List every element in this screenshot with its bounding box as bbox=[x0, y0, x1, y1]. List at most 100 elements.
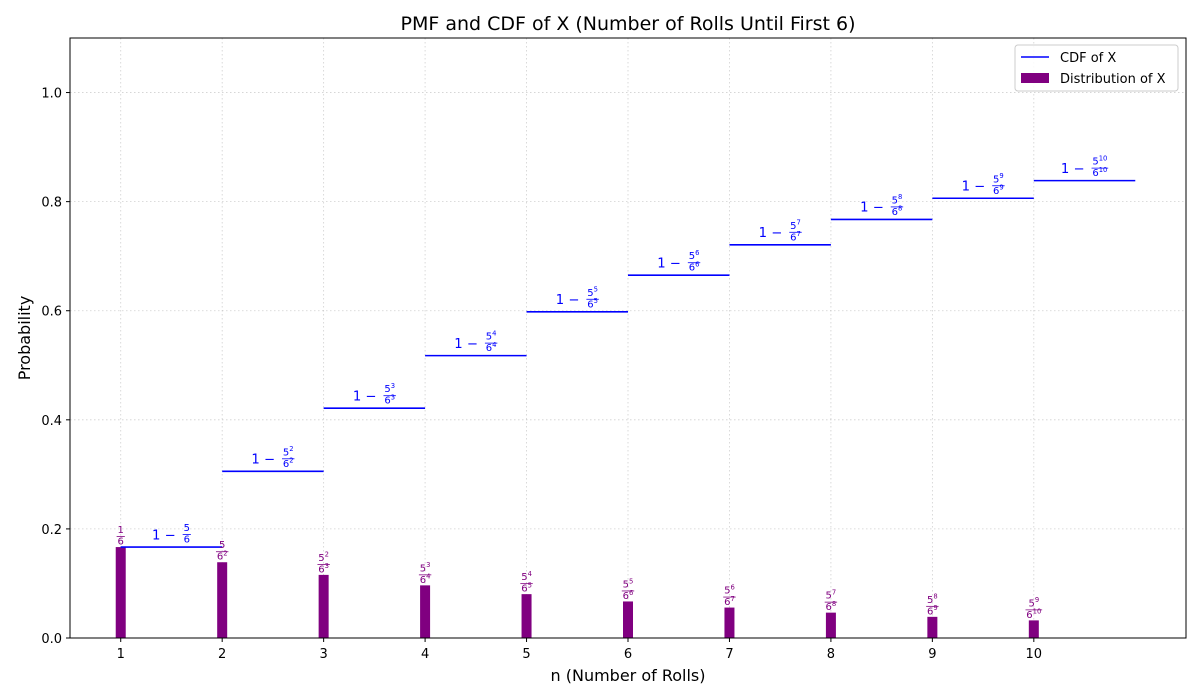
fraction-base: 5 bbox=[623, 579, 629, 590]
fraction-prefix: 1 − bbox=[657, 256, 681, 271]
y-tick-label: 0.8 bbox=[41, 196, 62, 211]
pmf-bar bbox=[521, 594, 532, 638]
fraction-part: 59 bbox=[1028, 596, 1039, 609]
fraction-exponent: 9 bbox=[999, 184, 1003, 192]
pmf-bar bbox=[217, 562, 228, 638]
fraction-exponent: 4 bbox=[492, 329, 496, 337]
fraction-base: 1 bbox=[118, 525, 124, 536]
fraction-exponent: 9 bbox=[933, 604, 937, 612]
fraction-prefix: 1 − bbox=[860, 201, 884, 216]
fraction-exponent: 3 bbox=[325, 562, 329, 570]
fraction-exponent: 6 bbox=[695, 249, 699, 257]
fraction-part: 67 bbox=[790, 230, 801, 243]
fraction-part: 64 bbox=[486, 341, 497, 354]
fraction-part: 62 bbox=[217, 550, 228, 563]
fraction-exponent: 6 bbox=[695, 261, 699, 269]
fraction-exponent: 6 bbox=[629, 589, 633, 597]
fraction-base: 6 bbox=[318, 564, 324, 575]
fraction-part: 610 bbox=[1092, 166, 1107, 179]
fraction-base: 5 bbox=[1028, 598, 1034, 609]
fraction-base: 6 bbox=[623, 591, 629, 602]
fraction-part: 67 bbox=[724, 595, 735, 608]
fraction-base: 6 bbox=[283, 459, 289, 470]
fraction-prefix: 1 − bbox=[251, 453, 275, 468]
fraction-base: 5 bbox=[219, 540, 225, 551]
fraction-base: 6 bbox=[892, 207, 898, 218]
fraction-label: 562 bbox=[215, 540, 229, 563]
fraction-base: 5 bbox=[283, 447, 289, 458]
fraction-exponent: 5 bbox=[594, 297, 598, 305]
fraction-base: 5 bbox=[384, 384, 390, 395]
fraction-base: 5 bbox=[892, 195, 898, 206]
y-axis-title: Probability bbox=[15, 296, 34, 381]
fraction-base: 5 bbox=[689, 251, 695, 262]
fraction-base: 5 bbox=[790, 221, 796, 232]
y-axis: 0.0 0.2 0.4 0.6 0.8 1.0 bbox=[41, 87, 70, 647]
fraction-base: 5 bbox=[993, 174, 999, 185]
fraction-part: 62 bbox=[283, 457, 294, 470]
fraction-part: 6 bbox=[118, 537, 124, 548]
fraction-part: 59 bbox=[993, 172, 1004, 185]
x-axis: 1 2 3 4 5 6 7 8 9 10 bbox=[117, 638, 1042, 662]
x-tick-label: 2 bbox=[218, 647, 226, 662]
legend-cdf-label: CDF of X bbox=[1060, 51, 1116, 66]
y-tick-label: 0.6 bbox=[41, 305, 62, 320]
fraction-base: 6 bbox=[993, 186, 999, 197]
fraction-exponent: 3 bbox=[391, 382, 395, 390]
x-tick-label: 9 bbox=[928, 647, 936, 662]
legend: CDF of X Distribution of X bbox=[1014, 44, 1179, 92]
fraction-exponent: 7 bbox=[832, 588, 836, 596]
fraction-part: 69 bbox=[993, 184, 1004, 197]
fraction-part: 5 bbox=[219, 540, 225, 551]
fraction-base: 6 bbox=[1026, 610, 1032, 621]
fraction-base: 6 bbox=[420, 575, 426, 586]
fraction-base: 6 bbox=[587, 299, 593, 310]
fraction-exponent: 3 bbox=[391, 394, 395, 402]
fraction-prefix: 1 − bbox=[1061, 162, 1085, 177]
fraction-base: 5 bbox=[927, 595, 933, 606]
pmf-bars bbox=[115, 547, 1039, 638]
fraction-base: 6 bbox=[118, 537, 124, 548]
fraction-base: 6 bbox=[724, 597, 730, 608]
fraction-part: 6 bbox=[184, 535, 190, 546]
fraction-part: 510 bbox=[1092, 154, 1107, 167]
pmf-bar bbox=[318, 574, 329, 638]
fraction-base: 6 bbox=[790, 232, 796, 243]
fraction-exponent: 2 bbox=[325, 551, 329, 559]
fraction-part: 5 bbox=[184, 523, 190, 534]
y-tick-label: 1.0 bbox=[41, 87, 62, 102]
y-tick-label: 0.2 bbox=[41, 523, 62, 538]
fraction-base: 6 bbox=[486, 343, 492, 354]
fraction-exponent: 10 bbox=[1099, 154, 1108, 162]
fraction-exponent: 8 bbox=[898, 193, 902, 201]
fraction-prefix: 1 − bbox=[353, 389, 377, 404]
fraction-part: 1 bbox=[118, 525, 124, 536]
fraction-part: 69 bbox=[927, 604, 938, 617]
fraction-base: 5 bbox=[1092, 157, 1098, 168]
fraction-part: 68 bbox=[826, 600, 837, 613]
x-tick-label: 7 bbox=[725, 647, 733, 662]
fraction-part: 66 bbox=[623, 589, 634, 602]
fraction-base: 6 bbox=[521, 584, 527, 595]
fraction-part: 55 bbox=[587, 286, 598, 299]
fraction-exponent: 3 bbox=[426, 561, 430, 569]
fraction-prefix: 1 − bbox=[152, 528, 176, 543]
fraction-prefix: 1 − bbox=[556, 293, 580, 308]
fraction-base: 5 bbox=[826, 591, 832, 602]
pmf-bar bbox=[927, 616, 938, 638]
fraction-base: 6 bbox=[826, 602, 832, 613]
fraction-exponent: 8 bbox=[898, 205, 902, 213]
fraction-part: 58 bbox=[927, 593, 938, 606]
